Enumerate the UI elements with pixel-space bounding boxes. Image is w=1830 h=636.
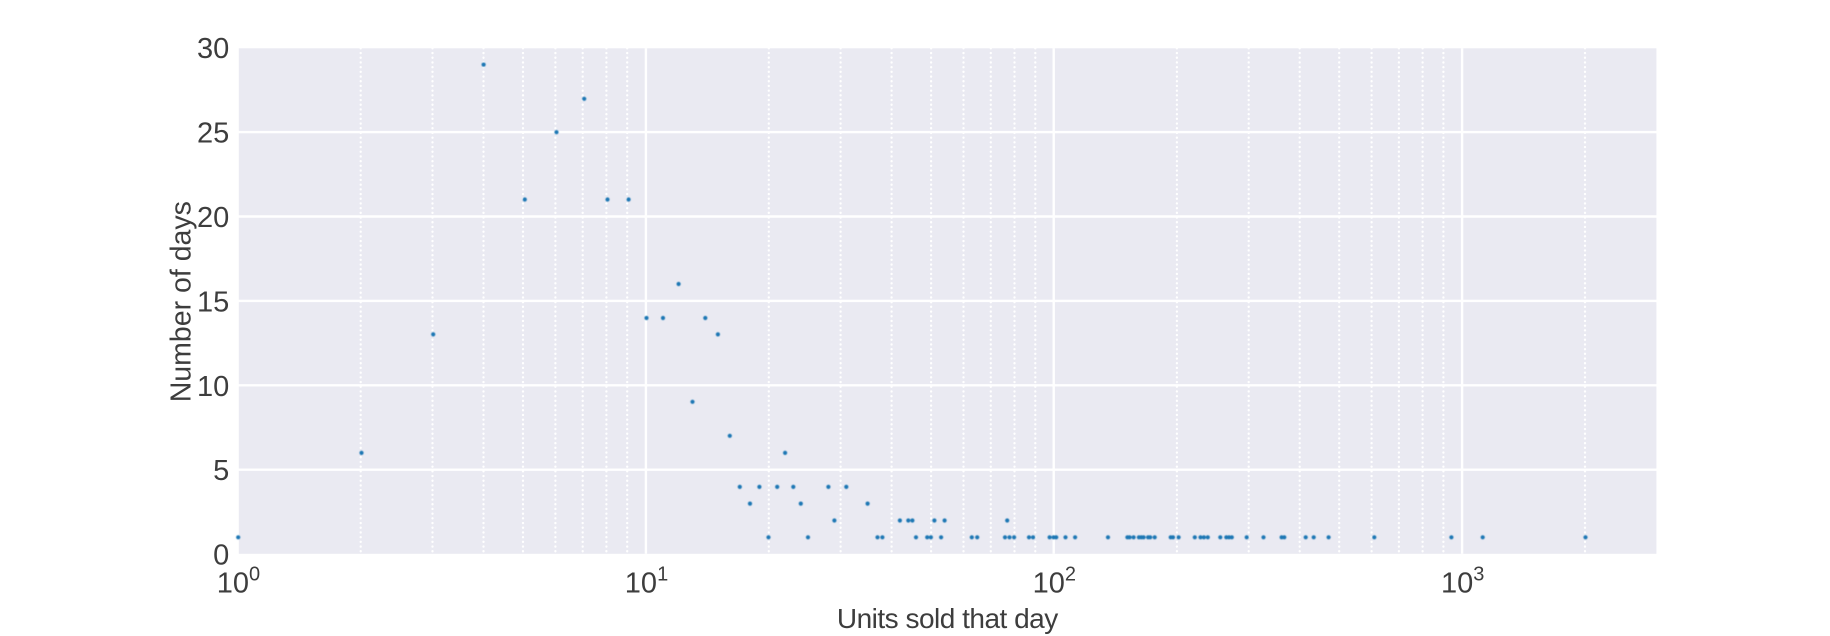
svg-text:25: 25 — [197, 118, 229, 150]
svg-text:101: 101 — [625, 564, 668, 600]
svg-text:102: 102 — [1033, 564, 1076, 600]
svg-text:10: 10 — [197, 371, 229, 403]
svg-text:30: 30 — [197, 33, 229, 65]
svg-text:Number of days: Number of days — [166, 201, 198, 402]
svg-text:Units sold that day: Units sold that day — [837, 603, 1058, 634]
svg-text:100: 100 — [217, 564, 260, 600]
svg-text:15: 15 — [197, 286, 229, 318]
svg-text:0: 0 — [213, 540, 229, 572]
svg-text:5: 5 — [213, 455, 229, 487]
svg-text:20: 20 — [197, 202, 229, 234]
svg-text:103: 103 — [1441, 564, 1484, 600]
